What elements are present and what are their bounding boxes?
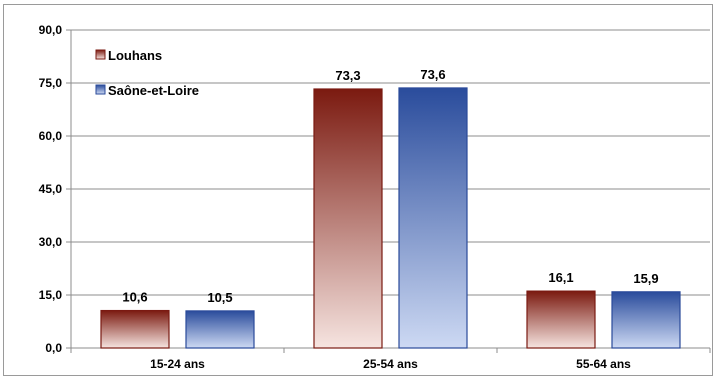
y-tick-label: 90,0: [39, 23, 63, 37]
legend-label: Louhans: [108, 48, 162, 63]
legend-swatch: [95, 49, 106, 60]
data-label: 73,3: [335, 68, 360, 83]
y-tick-label: 30,0: [39, 235, 63, 249]
legend-swatch: [95, 84, 106, 95]
x-tick-label: 25-54 ans: [363, 357, 418, 371]
y-tick-label: 60,0: [39, 129, 63, 143]
y-tick-label: 0,0: [45, 341, 62, 355]
data-label: 73,6: [420, 67, 445, 82]
y-tick-label: 75,0: [39, 76, 63, 90]
data-label: 15,9: [633, 271, 658, 286]
bar-saone-et-loire: [611, 291, 681, 349]
x-tick-label: 15-24 ans: [150, 357, 205, 371]
data-label: 10,6: [122, 290, 147, 305]
y-tick-label: 15,0: [39, 288, 63, 302]
bar-louhans: [313, 88, 383, 349]
bar-louhans: [100, 309, 170, 349]
legend-label: Saône-et-Loire: [108, 83, 199, 98]
bar-louhans: [526, 290, 596, 349]
bar-saone-et-loire: [185, 310, 255, 349]
x-tick-label: 55-64 ans: [576, 357, 631, 371]
data-label: 16,1: [548, 270, 573, 285]
y-tick-label: 45,0: [39, 182, 63, 196]
bar-saone-et-loire: [398, 87, 468, 349]
data-label: 10,5: [207, 290, 232, 305]
